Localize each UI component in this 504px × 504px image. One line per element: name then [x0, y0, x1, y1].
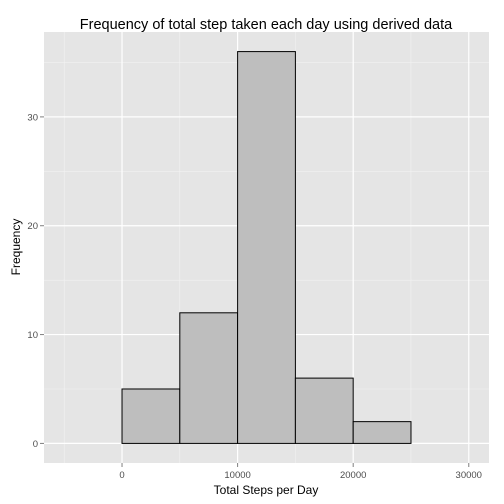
histogram-bar — [294, 377, 354, 444]
x-axis-ticks: 0 10000 20000 30000 — [119, 463, 482, 481]
y-tick-label: 20 — [27, 221, 38, 232]
x-tick-label: 0 — [119, 470, 124, 481]
y-axis-label: Frequency — [9, 219, 23, 276]
y-tick-label: 0 — [33, 439, 38, 450]
histogram-bars — [121, 51, 412, 444]
histogram-bar — [179, 312, 239, 444]
x-tick-label: 10000 — [224, 470, 250, 481]
histogram-bar — [237, 51, 296, 444]
chart-title: Frequency of total step taken each day u… — [80, 17, 453, 33]
x-tick-label: 30000 — [456, 470, 482, 481]
y-axis-ticks: 0 10 20 30 — [27, 112, 44, 450]
x-axis-label: Total Steps per Day — [214, 483, 319, 497]
histogram-bar — [121, 388, 181, 444]
x-tick-label: 20000 — [340, 470, 366, 481]
histogram-bar — [352, 421, 412, 444]
y-tick-label: 10 — [27, 330, 38, 341]
y-tick-label: 30 — [27, 112, 38, 123]
